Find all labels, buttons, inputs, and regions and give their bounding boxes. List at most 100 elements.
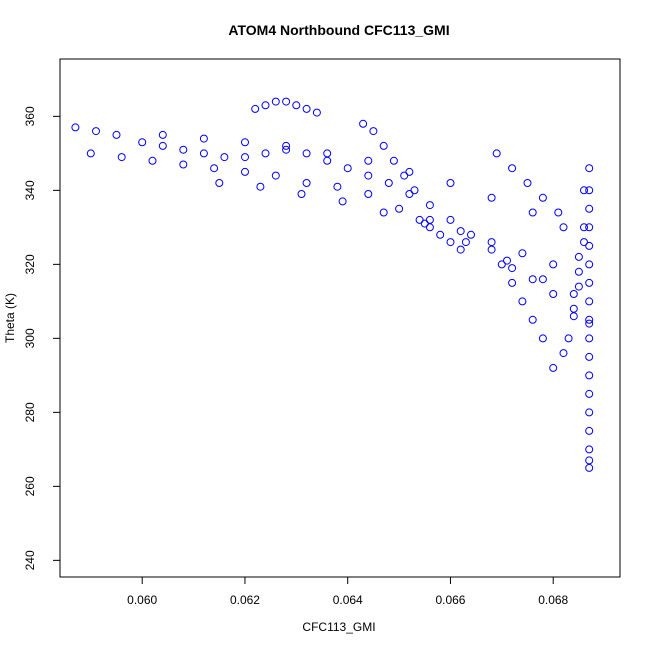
data-point [158, 141, 167, 150]
data-point [261, 149, 270, 158]
data-point [585, 334, 594, 343]
data-point [461, 238, 470, 247]
data-point [467, 230, 475, 239]
data-point [528, 275, 537, 284]
data-point [569, 312, 578, 321]
data-point [549, 260, 558, 269]
data-point [492, 149, 501, 158]
data-point [379, 208, 388, 217]
data-point [569, 290, 578, 298]
data-point [487, 193, 496, 202]
data-point [574, 267, 583, 276]
x-tick-label: 0.062 [230, 593, 260, 607]
data-point [549, 363, 558, 372]
data-point [585, 260, 594, 269]
data-point [302, 104, 311, 113]
data-point [585, 319, 594, 328]
data-point [158, 130, 167, 139]
data-point [420, 219, 429, 228]
data-point [282, 145, 291, 154]
data-point [580, 223, 588, 232]
data-point [364, 171, 373, 180]
data-point [282, 97, 291, 106]
data-point [86, 149, 95, 158]
data-point [302, 149, 311, 158]
data-point [585, 204, 594, 213]
data-point [323, 149, 332, 158]
data-point [410, 186, 419, 195]
data-point [585, 371, 594, 380]
data-point [369, 127, 378, 136]
data-point [585, 352, 594, 361]
data-point [425, 223, 434, 232]
data-point [241, 167, 249, 176]
data-points [71, 97, 594, 472]
y-tick-label: 320 [23, 254, 37, 274]
x-tick-label: 0.068 [538, 593, 568, 607]
data-point [585, 389, 594, 398]
data-point [179, 160, 188, 169]
data-point [518, 249, 527, 258]
y-axis: 240 260 280 300 320 340 360 [23, 106, 61, 570]
data-point [241, 153, 249, 162]
data-point [215, 179, 224, 187]
data-point [148, 156, 157, 165]
data-point [395, 204, 404, 213]
data-point [580, 186, 588, 195]
data-point [292, 101, 301, 110]
data-point [256, 182, 265, 191]
data-point [199, 134, 208, 143]
data-point [71, 123, 80, 132]
data-point [559, 223, 568, 232]
y-tick-label: 340 [23, 180, 37, 200]
y-tick-label: 280 [23, 402, 37, 422]
data-point [302, 179, 311, 187]
data-point [508, 278, 517, 287]
x-tick-label: 0.064 [333, 593, 363, 607]
y-axis-label: Theta (K) [3, 293, 17, 343]
data-point [92, 127, 100, 136]
data-point [241, 138, 249, 147]
data-point [405, 167, 414, 176]
data-point [585, 408, 594, 417]
data-point [585, 463, 594, 472]
data-point [446, 238, 455, 247]
data-point [559, 349, 568, 358]
x-axis: 0.060 0.062 0.064 0.066 0.068 [127, 576, 569, 607]
data-point [518, 297, 527, 306]
data-point [282, 141, 291, 150]
data-point [585, 278, 594, 287]
data-point [585, 223, 594, 232]
data-point [138, 138, 147, 147]
y-tick-label: 240 [23, 550, 37, 570]
data-point [312, 108, 321, 117]
data-point [585, 164, 594, 173]
data-point [271, 171, 280, 180]
data-point [199, 149, 208, 158]
data-point [297, 190, 306, 198]
data-point [333, 182, 342, 191]
data-point [364, 156, 373, 165]
data-point [585, 426, 594, 435]
chart-title: ATOM4 Northbound CFC113_GMI [228, 22, 449, 38]
data-point [384, 179, 393, 187]
data-point [508, 164, 517, 173]
data-point [538, 193, 547, 202]
data-point [343, 164, 352, 173]
data-point [528, 208, 537, 217]
data-point [585, 315, 594, 324]
data-point [549, 290, 558, 298]
data-point [251, 104, 260, 113]
y-tick-label: 260 [23, 476, 37, 496]
data-point [538, 275, 547, 284]
data-point [415, 215, 424, 224]
data-point [585, 297, 594, 306]
data-point [179, 145, 188, 154]
data-point [574, 252, 583, 261]
data-point [554, 208, 563, 217]
data-point [220, 153, 229, 162]
data-point [400, 171, 409, 180]
data-point [364, 190, 373, 198]
